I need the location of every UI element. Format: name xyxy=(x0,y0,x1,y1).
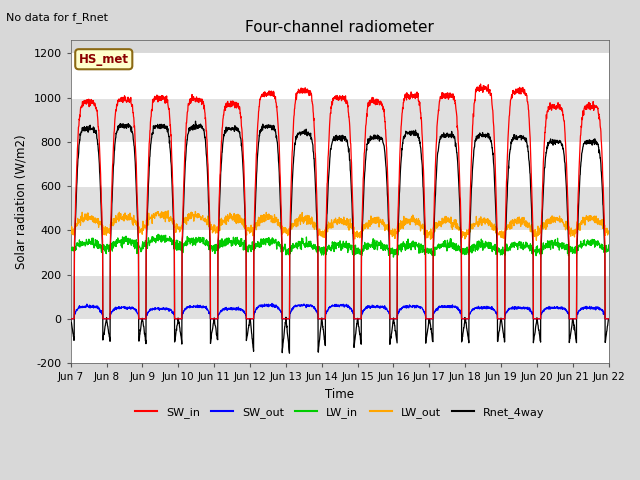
Bar xyxy=(70,97,609,142)
Bar xyxy=(70,275,609,319)
Bar xyxy=(70,319,609,363)
Bar xyxy=(70,53,609,97)
Bar xyxy=(70,186,609,230)
Text: No data for f_Rnet: No data for f_Rnet xyxy=(6,12,108,23)
Bar xyxy=(70,230,609,275)
X-axis label: Time: Time xyxy=(325,388,354,401)
Y-axis label: Solar radiation (W/m2): Solar radiation (W/m2) xyxy=(15,134,28,269)
Legend: SW_in, SW_out, LW_in, LW_out, Rnet_4way: SW_in, SW_out, LW_in, LW_out, Rnet_4way xyxy=(131,402,549,422)
Text: HS_met: HS_met xyxy=(79,53,129,66)
Title: Four-channel radiometer: Four-channel radiometer xyxy=(245,20,434,35)
Bar xyxy=(70,142,609,186)
